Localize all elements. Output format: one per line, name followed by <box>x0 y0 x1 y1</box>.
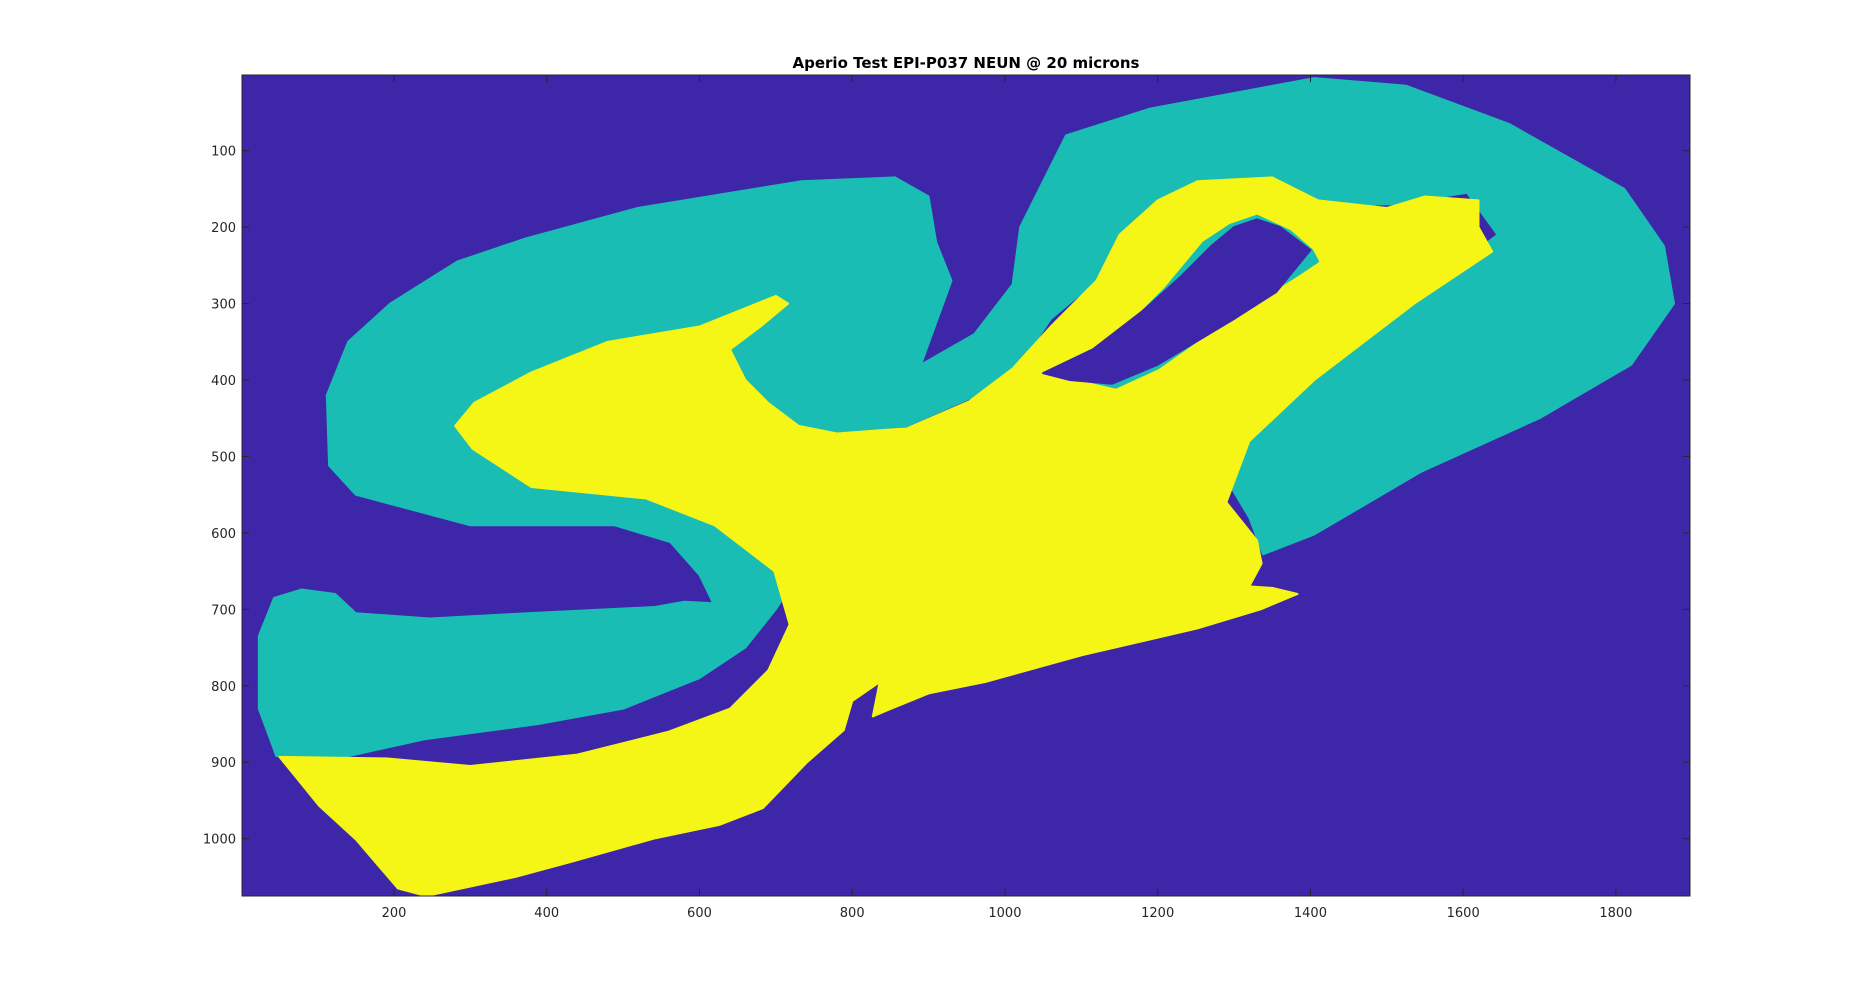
y-tick-label: 500 <box>211 450 236 465</box>
y-tick-label: 100 <box>211 145 236 160</box>
y-tick-label: 900 <box>211 756 236 771</box>
x-tick-label: 1200 <box>1141 906 1174 921</box>
y-tick-label: 400 <box>211 374 236 389</box>
y-tick-label: 1000 <box>203 833 236 848</box>
x-tick-label: 800 <box>840 906 865 921</box>
region-class-0-3 <box>1042 218 1312 385</box>
y-tick-label: 700 <box>211 603 236 618</box>
x-tick-label: 600 <box>687 906 712 921</box>
y-tick-label: 200 <box>211 221 236 236</box>
x-tick-label: 1400 <box>1294 906 1327 921</box>
x-tick-label: 200 <box>382 906 407 921</box>
y-tick-label: 600 <box>211 527 236 542</box>
chart-title: Aperio Test EPI-P037 NEUN @ 20 microns <box>793 54 1140 72</box>
y-tick-label: 300 <box>211 298 236 313</box>
x-tick-label: 1600 <box>1447 906 1480 921</box>
y-tick-label: 800 <box>211 680 236 695</box>
x-tick-label: 400 <box>534 906 559 921</box>
x-tick-label: 1000 <box>988 906 1021 921</box>
region-class-2-1 <box>278 176 1494 896</box>
axes-frame <box>241 74 1691 897</box>
segmentation-regions <box>257 77 1675 896</box>
x-axis: 200 400 600 800 1000 1200 1400 1600 1800 <box>382 75 1632 921</box>
y-axis: 100 200 300 400 500 600 700 800 900 1000 <box>203 145 1690 848</box>
x-tick-label: 1800 <box>1599 906 1632 921</box>
